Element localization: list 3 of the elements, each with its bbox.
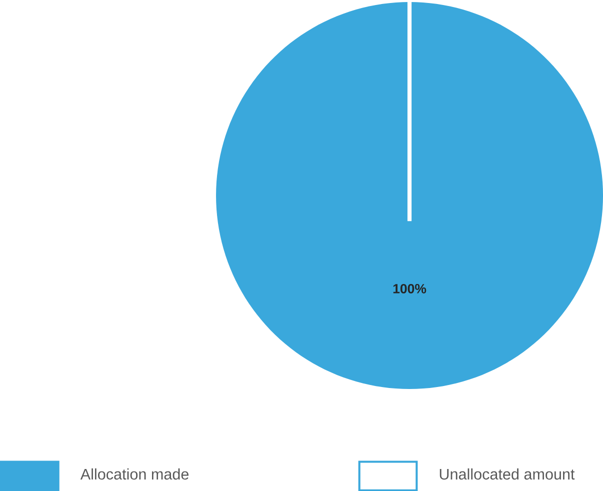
legend-label: Allocation made (80, 468, 189, 480)
legend-label: Unallocated amount (440, 468, 575, 480)
data-label: 100% (393, 284, 426, 294)
